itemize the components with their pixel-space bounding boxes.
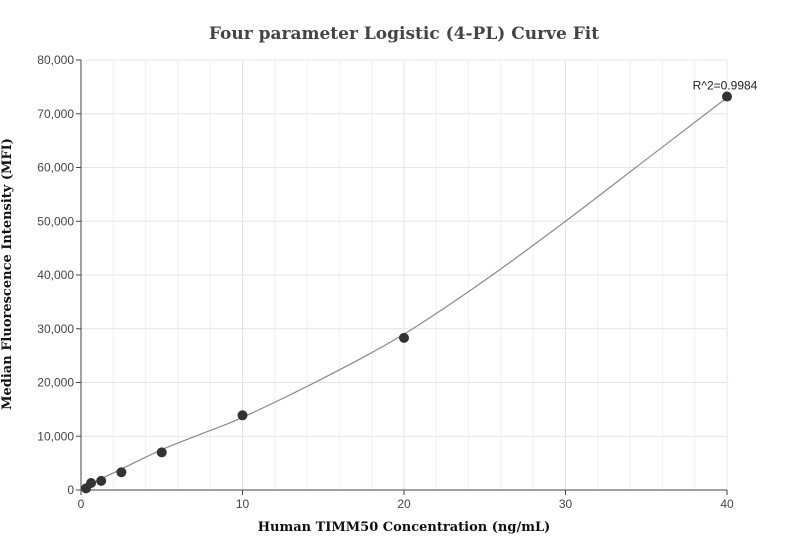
data-point (86, 478, 97, 489)
x-axis-title: Human TIMM50 Concentration (ng/mL) (258, 520, 551, 535)
grid (81, 59, 728, 490)
data-points (81, 91, 732, 494)
axes (76, 59, 728, 495)
x-tick-label: 40 (720, 497, 734, 511)
y-tick-label: 60,000 (37, 161, 74, 175)
data-point (237, 410, 248, 421)
y-tick-label: 70,000 (37, 107, 74, 121)
y-tick-label: 40,000 (37, 268, 74, 282)
x-tick-label: 30 (559, 497, 573, 511)
y-tick-label: 20,000 (37, 376, 74, 390)
data-point (722, 91, 732, 102)
r-squared-annotation: R^2=0.9984 (693, 79, 758, 93)
chart-title: Four parameter Logistic (4-PL) Curve Fit (209, 24, 599, 44)
x-tick-label: 0 (78, 497, 85, 511)
y-axis-title: Median Fluorescence Intensity (MFI) (0, 138, 15, 410)
y-tick-label: 0 (67, 483, 74, 497)
data-point (156, 447, 167, 458)
y-tick-label: 50,000 (37, 214, 74, 228)
y-tick-label: 80,000 (37, 53, 74, 67)
data-point (116, 467, 127, 478)
x-tick-label: 20 (397, 497, 411, 511)
data-point (399, 332, 409, 343)
x-tick-label: 10 (236, 497, 250, 511)
y-tick-label: 10,000 (37, 429, 74, 443)
data-point (96, 475, 107, 486)
tick-labels: 0 10 20 30 40 0 10,000 20,000 30,000 40,000 50,000… (37, 53, 734, 511)
y-tick-label: 30,000 (37, 322, 74, 336)
